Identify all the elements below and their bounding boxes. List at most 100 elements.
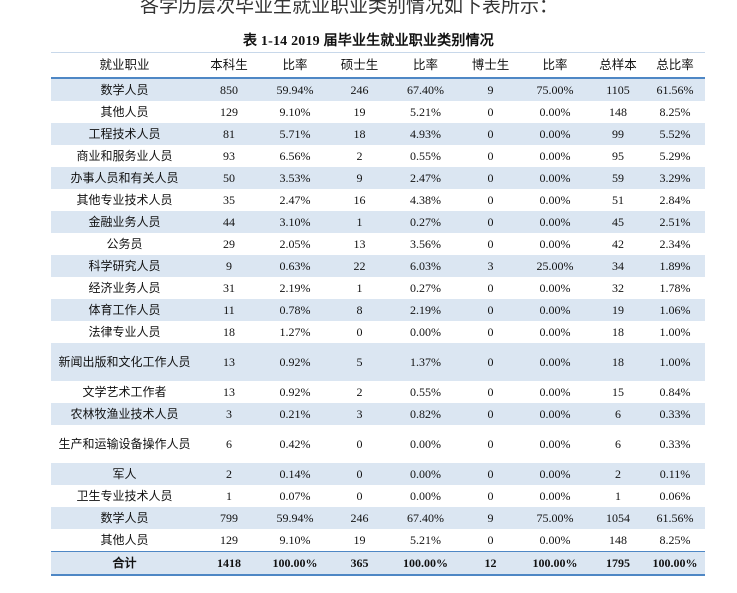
cell-master: 13 bbox=[330, 233, 389, 255]
cell-total-rate: 8.25% bbox=[645, 529, 705, 552]
cell-undergrad: 31 bbox=[198, 277, 260, 299]
cell-doctor: 0 bbox=[462, 321, 519, 343]
cell-doctor: 0 bbox=[462, 233, 519, 255]
header-doctor-rate: 比率 bbox=[519, 52, 591, 79]
table-row: 军人 2 0.14% 0 0.00% 0 0.00% 2 0.11% bbox=[51, 463, 705, 485]
cell-doctor-rate: 0.00% bbox=[519, 145, 591, 167]
cell-total-rate: 61.56% bbox=[645, 507, 705, 529]
table-row: 卫生专业技术人员 1 0.07% 0 0.00% 0 0.00% 1 0.06% bbox=[51, 485, 705, 507]
header-master: 硕士生 bbox=[330, 52, 389, 79]
cell-undergrad: 29 bbox=[198, 233, 260, 255]
cell-master: 1 bbox=[330, 277, 389, 299]
cell-occupation: 工程技术人员 bbox=[51, 123, 198, 145]
cell-master: 1 bbox=[330, 211, 389, 233]
cell-master-rate: 0.82% bbox=[389, 403, 462, 425]
cell-undergrad-rate: 2.47% bbox=[260, 189, 330, 211]
cell-doctor: 3 bbox=[462, 255, 519, 277]
table-row: 工程技术人员 81 5.71% 18 4.93% 0 0.00% 99 5.52% bbox=[51, 123, 705, 145]
cell-doctor-rate: 0.00% bbox=[519, 463, 591, 485]
cell-doctor: 0 bbox=[462, 211, 519, 233]
cell-undergrad: 35 bbox=[198, 189, 260, 211]
cell-master-rate: 0.00% bbox=[389, 321, 462, 343]
cell-doctor-rate: 0.00% bbox=[519, 167, 591, 189]
table-caption: 表 1-14 2019 届毕业生就业职业类别情况 bbox=[243, 34, 494, 49]
cell-total-rate: 0.84% bbox=[645, 381, 705, 403]
cell-doctor-rate: 0.00% bbox=[519, 381, 591, 403]
cell-total-sample: 15 bbox=[591, 381, 645, 403]
total-doctor-rate: 100.00% bbox=[519, 551, 591, 576]
total-doctor: 12 bbox=[462, 551, 519, 576]
cell-undergrad-rate: 9.10% bbox=[260, 101, 330, 123]
cell-master: 8 bbox=[330, 299, 389, 321]
cell-undergrad-rate: 9.10% bbox=[260, 529, 330, 552]
cell-undergrad-rate: 59.94% bbox=[260, 507, 330, 529]
cell-undergrad: 129 bbox=[198, 101, 260, 123]
cell-total-rate: 0.06% bbox=[645, 485, 705, 507]
cell-total-rate: 0.33% bbox=[645, 425, 705, 463]
cell-undergrad: 3 bbox=[198, 403, 260, 425]
cell-master: 2 bbox=[330, 145, 389, 167]
cell-undergrad: 44 bbox=[198, 211, 260, 233]
cell-master-rate: 0.27% bbox=[389, 211, 462, 233]
cell-master-rate: 2.47% bbox=[389, 167, 462, 189]
table-row: 商业和服务业人员 93 6.56% 2 0.55% 0 0.00% 95 5.29% bbox=[51, 145, 705, 167]
cell-total-rate: 5.52% bbox=[645, 123, 705, 145]
cell-occupation: 生产和运输设备操作人员 bbox=[51, 425, 198, 463]
cell-undergrad: 11 bbox=[198, 299, 260, 321]
cell-doctor-rate: 25.00% bbox=[519, 255, 591, 277]
cell-occupation: 农林牧渔业技术人员 bbox=[51, 403, 198, 425]
cell-total-rate: 0.33% bbox=[645, 403, 705, 425]
cell-occupation: 公务员 bbox=[51, 233, 198, 255]
cell-total-rate: 5.29% bbox=[645, 145, 705, 167]
total-sample: 1795 bbox=[591, 551, 645, 576]
cell-master: 5 bbox=[330, 343, 389, 381]
table-header-row: 就业职业 本科生 比率 硕士生 比率 博士生 比率 总样本 总比率 bbox=[51, 52, 705, 79]
table-row: 其他人员 129 9.10% 19 5.21% 0 0.00% 148 8.25% bbox=[51, 101, 705, 123]
cell-undergrad: 13 bbox=[198, 343, 260, 381]
cell-undergrad: 9 bbox=[198, 255, 260, 277]
cell-master: 246 bbox=[330, 507, 389, 529]
cell-occupation: 数学人员 bbox=[51, 507, 198, 529]
cell-undergrad-rate: 59.94% bbox=[260, 78, 330, 101]
header-total-rate: 总比率 bbox=[645, 52, 705, 79]
cell-doctor: 0 bbox=[462, 167, 519, 189]
cell-occupation: 体育工作人员 bbox=[51, 299, 198, 321]
table-row: 生产和运输设备操作人员 6 0.42% 0 0.00% 0 0.00% 6 0.33% bbox=[51, 425, 705, 463]
table-row: 法律专业人员 18 1.27% 0 0.00% 0 0.00% 18 1.00% bbox=[51, 321, 705, 343]
cell-undergrad: 2 bbox=[198, 463, 260, 485]
header-master-rate: 比率 bbox=[389, 52, 462, 79]
cell-doctor-rate: 0.00% bbox=[519, 101, 591, 123]
cell-total-sample: 95 bbox=[591, 145, 645, 167]
header-total-sample: 总样本 bbox=[591, 52, 645, 79]
cell-master-rate: 0.55% bbox=[389, 145, 462, 167]
cell-master: 0 bbox=[330, 463, 389, 485]
cell-doctor-rate: 0.00% bbox=[519, 403, 591, 425]
cell-master: 22 bbox=[330, 255, 389, 277]
cell-total-sample: 148 bbox=[591, 529, 645, 552]
cell-undergrad: 81 bbox=[198, 123, 260, 145]
cell-undergrad: 13 bbox=[198, 381, 260, 403]
cell-master: 3 bbox=[330, 403, 389, 425]
cell-total-rate: 61.56% bbox=[645, 78, 705, 101]
cell-total-sample: 42 bbox=[591, 233, 645, 255]
cell-master-rate: 4.93% bbox=[389, 123, 462, 145]
cell-undergrad: 50 bbox=[198, 167, 260, 189]
cell-master: 0 bbox=[330, 425, 389, 463]
cell-master: 18 bbox=[330, 123, 389, 145]
cell-master-rate: 6.03% bbox=[389, 255, 462, 277]
cell-undergrad: 129 bbox=[198, 529, 260, 552]
cell-total-sample: 45 bbox=[591, 211, 645, 233]
cell-master-rate: 0.27% bbox=[389, 277, 462, 299]
table-row: 文学艺术工作者 13 0.92% 2 0.55% 0 0.00% 15 0.84% bbox=[51, 381, 705, 403]
cell-undergrad-rate: 0.07% bbox=[260, 485, 330, 507]
table-row: 经济业务人员 31 2.19% 1 0.27% 0 0.00% 32 1.78% bbox=[51, 277, 705, 299]
cell-doctor-rate: 0.00% bbox=[519, 321, 591, 343]
cell-doctor: 9 bbox=[462, 78, 519, 101]
cell-occupation: 数学人员 bbox=[51, 78, 198, 101]
cell-undergrad: 850 bbox=[198, 78, 260, 101]
table-row: 数学人员 799 59.94% 246 67.40% 9 75.00% 1054 61.56% bbox=[51, 507, 705, 529]
cell-master-rate: 0.00% bbox=[389, 463, 462, 485]
cell-occupation: 军人 bbox=[51, 463, 198, 485]
cell-doctor: 0 bbox=[462, 485, 519, 507]
cell-doctor: 0 bbox=[462, 381, 519, 403]
